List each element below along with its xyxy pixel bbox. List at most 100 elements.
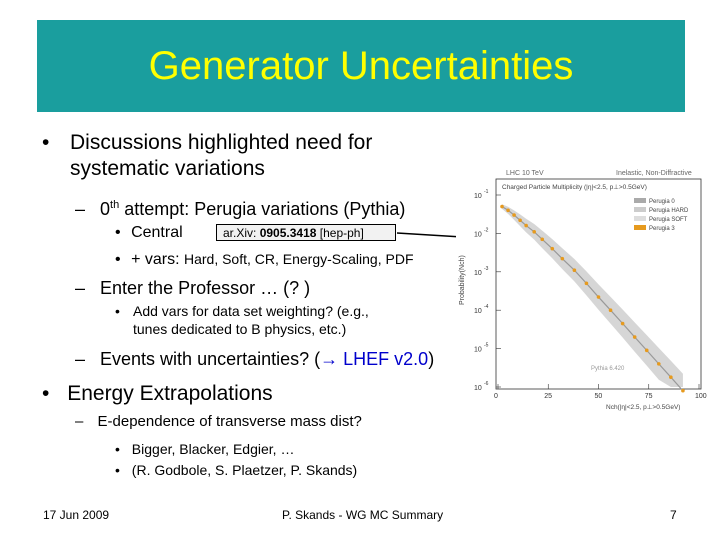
legend-entry: Perugia 3 [649,226,675,232]
data-point [524,223,528,228]
uncertainty-band [502,204,683,387]
data-point [632,335,637,339]
data-point [596,295,601,299]
dash: – [75,349,86,369]
x-tick-label: 0 [494,393,498,400]
data-point [506,208,510,213]
y-tick-label: 10 [474,347,482,354]
item-vars: • + vars: Hard, Soft, CR, Energy-Scaling… [115,249,414,270]
y-tick-exponent: -4 [484,304,489,310]
y-tick-exponent: -5 [484,343,489,349]
subbullet-edependence: – E-dependence of transverse mass dist? [75,413,362,431]
item-authors: • (R. Godbole, S. Plaetzer, P. Skands) [115,461,357,479]
y-tick-label: 10 [474,308,482,315]
bullet-dot: • [115,303,120,319]
bullet-energy-text: Energy Extrapolations [67,382,273,405]
data-point [657,362,661,366]
item-text: (R. Godbole, S. Plaetzer, P. Skands) [131,462,358,478]
data-point [584,281,589,286]
bullet-dot: • [115,251,121,268]
y-tick-label: 10 [474,231,482,238]
subbullet-events: – Events with uncertainties? (→ LHEF v2.… [75,348,434,370]
data-point [518,218,522,223]
item-central: • Central [115,223,183,243]
item-central-label: Central [131,224,183,241]
plot-watermark: Pythia 6.420 [591,366,625,372]
bullet-discussions: • [42,130,49,156]
plot-subtitle: Charged Particle Multiplicity (|η|<2.5, … [502,184,647,191]
legend-swatch [634,198,646,203]
plot-xlabel: Nch(|η|<2.5, p⊥>0.5GeV) [606,404,680,411]
dash: – [75,413,84,430]
bullet-dot: • [42,382,50,405]
bullet-dot: • [115,224,121,241]
y-tick-exponent: -1 [484,189,489,195]
multiplicity-plot: LHC 10 TeV Inelastic, Non-Diffractive Ch… [456,165,708,415]
legend-entry: Perugia HARD [649,208,689,214]
data-point [669,375,673,379]
y-tick-exponent: -2 [484,227,489,233]
bullet-line: systematic variations [70,157,265,180]
legend-swatch [634,207,646,212]
legend-swatch [634,225,646,230]
plot-ylabel: Probability(Nch) [459,255,466,305]
footer-center: P. Skands - WG MC Summary [282,508,444,522]
bullet-discussions-text: Discussions highlighted need for systema… [70,130,372,182]
data-point [644,348,649,353]
x-tick-label: 100 [695,393,707,400]
subbullet-text: Events with uncertainties? (→ LHEF v2.0) [100,349,435,369]
subbullet-text: 0th attempt: Perugia variations (Pythia) [100,199,406,219]
arrow-icon: → [320,349,339,369]
subbullet-text: E-dependence of transverse mass dist? [97,413,362,430]
legend-entry: Perugia 0 [649,199,675,205]
item-weighting: • [115,302,120,320]
dash: – [75,199,86,219]
footer-date: 17 Jun 2009 [43,508,110,522]
bullet-energy: • Energy Extrapolations [42,381,273,407]
item-vars-label: + vars: [131,251,184,268]
subbullet-professor: – Enter the Professor … (? ) [75,277,310,299]
data-point [560,256,565,261]
bullet-dot: • [115,441,120,457]
y-tick-exponent: -6 [484,381,489,387]
subbullet-perugia: – 0th attempt: Perugia variations (Pythi… [75,194,405,220]
y-tick-exponent: -3 [484,266,489,272]
slide-title: Generator Uncertainties [148,44,574,88]
plot-series [500,204,685,393]
item-line: Add vars for data set weighting? (e.g., [133,303,369,319]
x-tick-label: 50 [595,393,603,400]
x-tick-label: 75 [645,393,653,400]
bullet-dot: • [115,462,120,478]
y-tick-label: 10 [474,270,482,277]
data-point [681,388,685,393]
footer-page-number: 7 [670,508,677,522]
data-point [540,237,545,242]
y-tick-label: 10 [474,385,482,392]
data-point [572,268,577,273]
bullet-line: Discussions highlighted need for [70,131,373,154]
item-text: Bigger, Blacker, Edgier, … [131,441,295,457]
item-line: tunes dedicated to B physics, etc.) [133,321,347,337]
bullet-dot: • [42,131,50,154]
data-point [532,230,536,234]
data-point [500,204,504,209]
title-bar: Generator Uncertainties [37,20,685,112]
y-tick-label: 10 [474,193,482,200]
item-bigger: • Bigger, Blacker, Edgier, … [115,440,294,458]
subbullet-text: Enter the Professor … (? ) [100,278,311,298]
plot-header-right: Inelastic, Non-Diffractive [616,170,692,177]
data-point [550,246,555,251]
legend-entry: Perugia SOFT [649,217,688,223]
arxiv-reference-box: ar.Xiv: 0905.3418 [hep-ph] [216,224,396,241]
x-tick-label: 25 [544,393,552,400]
plot-header-left: LHC 10 TeV [506,170,544,177]
plot-legend: Perugia 0 Perugia HARD Perugia SOFT Perugia… [634,198,689,232]
item-weighting-text: Add vars for data set weighting? (e.g., … [133,302,369,338]
data-point [608,308,613,312]
data-point [620,321,625,326]
legend-swatch [634,216,646,221]
data-point [512,213,516,217]
item-vars-list: Hard, Soft, CR, Energy-Scaling, PDF [183,251,414,267]
dash: – [75,278,86,298]
